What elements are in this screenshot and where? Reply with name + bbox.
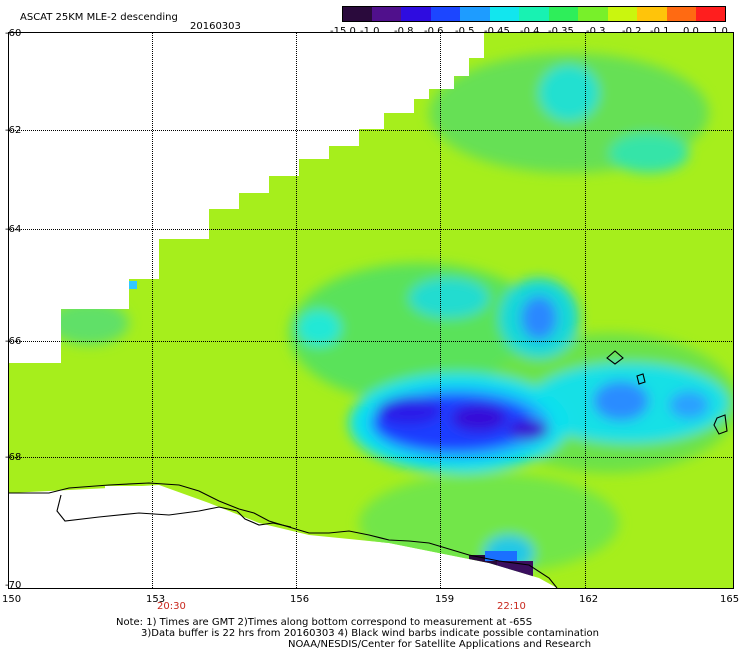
grid-line bbox=[152, 33, 153, 588]
color-swatch bbox=[608, 7, 637, 21]
lon-label: 150 bbox=[2, 594, 22, 605]
time-label: 20:30 bbox=[157, 601, 186, 612]
colorbar-label: 0.0 bbox=[683, 26, 699, 37]
footnote-line: 3)Data buffer is 22 hrs from 20160303 4)… bbox=[141, 628, 599, 639]
footnote-line: NOAA/NESDIS/Center for Satellite Applica… bbox=[288, 639, 592, 650]
grid-line bbox=[9, 457, 732, 458]
colorbar-label: -0.3 bbox=[586, 26, 606, 37]
colorbar-label: 1.0 bbox=[712, 26, 728, 37]
color-swatch bbox=[578, 7, 608, 21]
color-swatch bbox=[372, 7, 401, 21]
map-title: ASCAT 25KM MLE-2 descending bbox=[20, 12, 178, 23]
colorbar-label: -0.4 bbox=[520, 26, 540, 37]
lat-label: -66 bbox=[5, 336, 22, 347]
colorbar-label: -0.45 bbox=[484, 26, 510, 37]
grid-line bbox=[9, 130, 732, 131]
colorbar-label: -15.0 bbox=[330, 26, 356, 37]
color-scale-bar bbox=[342, 6, 726, 22]
color-swatch bbox=[431, 7, 460, 21]
color-swatch bbox=[637, 7, 667, 21]
lat-label: -64 bbox=[5, 224, 22, 235]
color-swatch bbox=[519, 7, 549, 21]
color-swatch bbox=[490, 7, 519, 21]
lat-label: -70 bbox=[5, 580, 22, 591]
colorbar-label: -0.6 bbox=[424, 26, 444, 37]
grid-line bbox=[440, 33, 441, 588]
color-swatch bbox=[667, 7, 696, 21]
lon-label: 165 bbox=[720, 594, 740, 605]
time-label: 22:10 bbox=[497, 601, 526, 612]
lon-label: 162 bbox=[579, 594, 599, 605]
colorbar-label: -0.35 bbox=[548, 26, 574, 37]
colorbar-label: -0.8 bbox=[394, 26, 414, 37]
color-swatch bbox=[549, 7, 578, 21]
color-swatch bbox=[401, 7, 431, 21]
map-date: 20160303 bbox=[190, 21, 241, 32]
color-swatch bbox=[460, 7, 490, 21]
lon-label: 153 bbox=[146, 594, 166, 605]
colorbar-label: -1.0 bbox=[360, 26, 380, 37]
lon-label: 159 bbox=[435, 594, 455, 605]
grid-line bbox=[9, 341, 732, 342]
grid-line bbox=[296, 33, 297, 588]
color-swatch bbox=[343, 7, 372, 21]
colorbar-label: -0.5 bbox=[455, 26, 475, 37]
grid-line bbox=[9, 229, 732, 230]
lat-label: -62 bbox=[5, 125, 22, 136]
colorbar-label: -0.2 bbox=[622, 26, 642, 37]
swath-area bbox=[9, 33, 733, 588]
colorbar-label: -0.1 bbox=[650, 26, 670, 37]
color-swatch bbox=[696, 7, 725, 21]
lat-label: -68 bbox=[5, 452, 22, 463]
lat-label: -60 bbox=[5, 28, 22, 39]
grid-line bbox=[585, 33, 586, 588]
footnote-line: Note: 1) Times are GMT 2)Times along bot… bbox=[116, 617, 533, 628]
wind-field bbox=[9, 33, 733, 588]
lon-label: 156 bbox=[290, 594, 310, 605]
coastline bbox=[9, 350, 728, 588]
map-panel bbox=[8, 32, 734, 589]
